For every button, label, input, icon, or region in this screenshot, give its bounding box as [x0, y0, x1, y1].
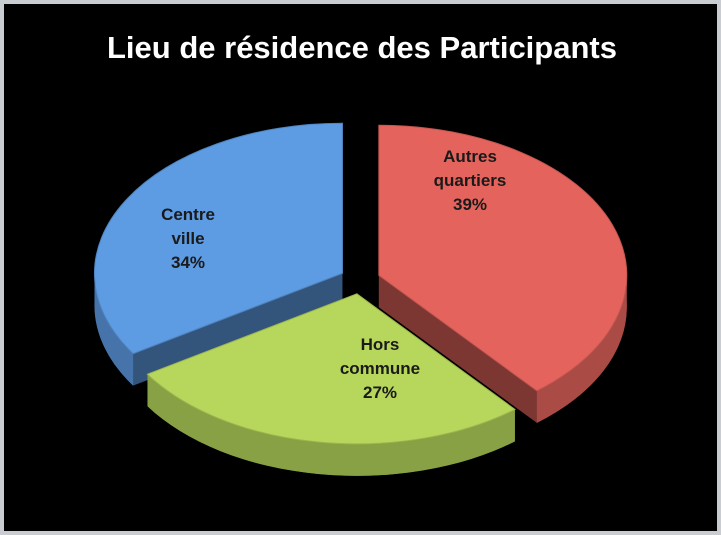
slice: [146, 293, 516, 445]
slice: [93, 122, 343, 355]
slice-label: Autres quartiers: [434, 147, 507, 190]
slice-value-label: 39%: [453, 195, 487, 214]
slice-value-label: 27%: [363, 383, 397, 402]
slice-side: [147, 374, 515, 476]
slice: [378, 124, 628, 392]
slice-label: Hors commune: [340, 335, 420, 378]
slice-side: [536, 275, 627, 423]
pie: Autres quartiers 39% Hors commune 27% Centre vi…: [93, 122, 628, 476]
slice-value-label: 34%: [171, 253, 205, 272]
chart-title: Lieu de résidence des Participants: [107, 30, 617, 65]
slice-side: [94, 273, 134, 386]
slice-label: Centre ville: [161, 205, 215, 248]
